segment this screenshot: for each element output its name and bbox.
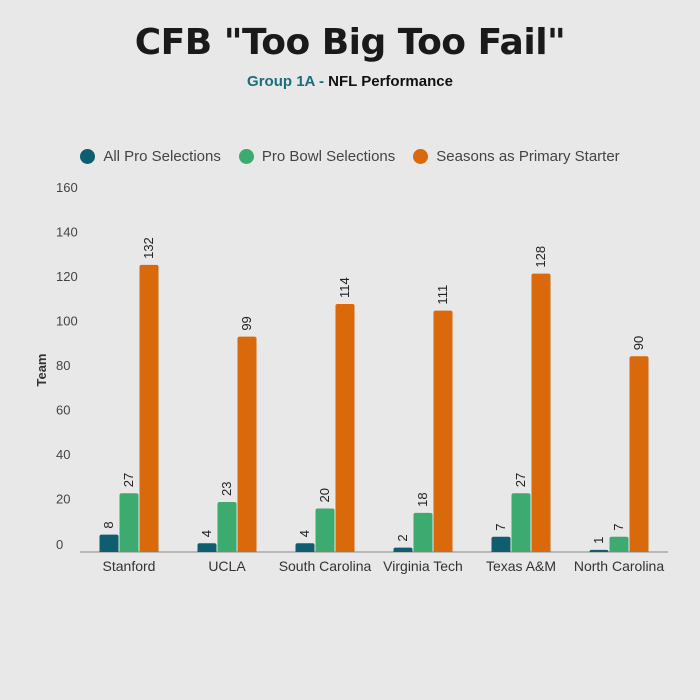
bar xyxy=(491,536,511,552)
bar xyxy=(295,543,315,552)
y-axis-title: Team xyxy=(34,354,49,387)
data-label: 23 xyxy=(219,482,234,496)
data-label: 132 xyxy=(141,237,156,259)
bar xyxy=(99,534,119,552)
data-label: 27 xyxy=(513,473,528,487)
data-label: 2 xyxy=(395,534,410,541)
subtitle-separator: - xyxy=(314,73,329,90)
x-tick-label: North Carolina xyxy=(574,558,664,574)
data-label: 7 xyxy=(611,524,626,531)
data-label: 1 xyxy=(591,537,606,544)
data-label: 99 xyxy=(239,316,254,330)
legend-swatch-all-pro xyxy=(80,149,96,164)
legend-label-pro-bowl: Pro Bowl Selections xyxy=(261,148,396,165)
y-tick-label: 160 xyxy=(56,180,78,195)
data-label: 114 xyxy=(337,277,352,298)
data-label: 7 xyxy=(493,524,508,531)
chart-legend: All Pro Selections Pro Bowl Selections S… xyxy=(0,148,700,165)
x-tick-label: Texas A&M xyxy=(486,558,556,574)
data-label: 111 xyxy=(435,285,450,305)
bar xyxy=(589,549,609,552)
chart-subtitle: Group 1A - NFL Performance xyxy=(0,73,700,90)
data-label: 4 xyxy=(199,530,214,537)
data-label: 128 xyxy=(533,246,548,268)
data-label: 18 xyxy=(415,492,430,506)
bar xyxy=(413,512,433,552)
bar xyxy=(315,508,335,552)
data-label: 27 xyxy=(121,473,136,487)
legend-label-all-pro: All Pro Selections xyxy=(103,148,221,165)
bar xyxy=(629,356,649,552)
y-tick-label: 100 xyxy=(56,314,78,329)
x-tick-label: Virginia Tech xyxy=(383,558,463,574)
bar xyxy=(531,273,551,552)
y-tick-label: 40 xyxy=(56,447,70,462)
subtitle-rest: NFL Performance xyxy=(328,73,453,90)
bar xyxy=(139,264,159,552)
legend-item-all-pro[interactable]: All Pro Selections xyxy=(80,148,221,165)
legend-item-pro-bowl[interactable]: Pro Bowl Selections xyxy=(238,148,396,165)
bar xyxy=(119,493,139,552)
x-tick-label: UCLA xyxy=(208,558,246,574)
y-tick-label: 140 xyxy=(56,225,78,240)
x-tick-label: South Carolina xyxy=(279,558,372,574)
bar xyxy=(335,304,355,552)
legend-label-seasons: Seasons as Primary Starter xyxy=(436,148,620,165)
y-tick-label: 80 xyxy=(56,358,70,373)
chart-title: CFB "Too Big Too Fail" xyxy=(134,22,566,63)
bar xyxy=(197,543,217,552)
y-tick-label: 0 xyxy=(56,537,63,552)
data-label: 20 xyxy=(317,488,332,502)
bar xyxy=(237,336,257,552)
data-label: 4 xyxy=(297,530,312,537)
y-tick-label: 120 xyxy=(56,269,78,284)
bar xyxy=(217,501,237,552)
subtitle-group: Group 1A xyxy=(247,73,315,90)
bar xyxy=(393,547,413,552)
bar xyxy=(609,536,629,552)
legend-item-seasons[interactable]: Seasons as Primary Starter xyxy=(413,148,620,165)
bar xyxy=(511,493,531,552)
legend-swatch-pro-bowl xyxy=(238,149,254,164)
bar xyxy=(433,310,453,552)
y-tick-label: 20 xyxy=(56,492,70,507)
legend-swatch-seasons xyxy=(413,149,429,164)
data-label: 90 xyxy=(631,336,646,350)
y-tick-label: 60 xyxy=(56,403,70,418)
data-label: 8 xyxy=(101,521,116,528)
x-tick-label: Stanford xyxy=(103,558,156,574)
